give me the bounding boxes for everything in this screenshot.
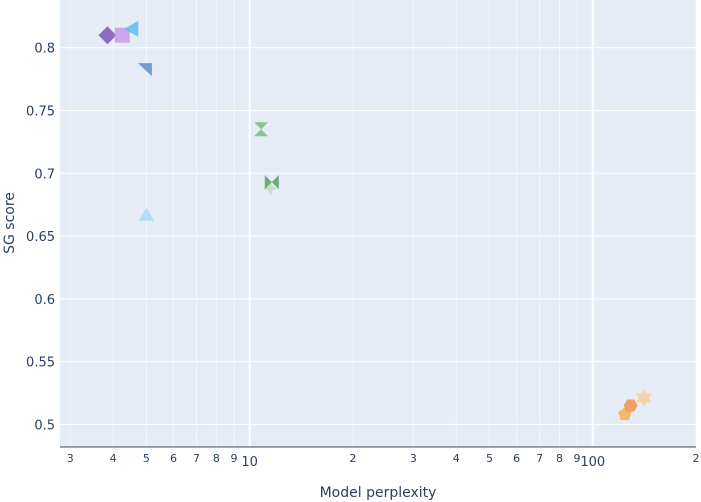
data-point — [264, 175, 279, 190]
x-tick-label: 8 — [213, 452, 220, 465]
x-tick-label: 2 — [349, 452, 356, 465]
x-tick-label: 4 — [453, 452, 460, 465]
x-tick-label: 5 — [143, 452, 150, 465]
y-tick-label: 0.6 — [34, 293, 55, 308]
y-tick-label: 0.8 — [34, 42, 55, 57]
data-point — [254, 122, 269, 137]
point-marker — [254, 122, 269, 137]
x-tick-label: 6 — [170, 452, 177, 465]
x-tick-label: 9 — [574, 452, 581, 465]
y-tick-label: 0.7 — [34, 167, 55, 182]
plot-background — [60, 0, 696, 447]
point-marker — [114, 27, 130, 43]
x-axis-ticks: 3 4 5 6 7 8 9 2 3 4 5 6 7 8 9 210 100 — [67, 452, 700, 470]
y-tick-label: 0.65 — [26, 230, 55, 245]
data-point — [138, 207, 155, 221]
y-tick-label: 0.5 — [34, 418, 55, 433]
point-marker — [264, 175, 279, 190]
point-marker — [98, 26, 117, 45]
x-tick-label: 6 — [513, 452, 520, 465]
grid-lines — [60, 0, 697, 447]
point-marker — [262, 180, 279, 197]
x-tick-label: 100 — [580, 455, 605, 470]
x-tick-label: 4 — [110, 452, 117, 465]
point-marker — [138, 207, 155, 221]
point-marker — [623, 399, 638, 412]
data-points — [98, 20, 652, 421]
data-point — [124, 20, 139, 37]
x-axis-title: Model perplexity — [320, 485, 437, 501]
data-point — [623, 399, 638, 412]
data-point — [137, 63, 152, 77]
point-marker — [636, 389, 652, 407]
y-tick-label: 0.55 — [26, 356, 55, 371]
data-point — [636, 389, 652, 407]
x-tick-label: 9 — [230, 452, 237, 465]
x-tick-label: 3 — [67, 452, 74, 465]
point-marker — [137, 63, 152, 77]
x-tick-label: 8 — [556, 452, 563, 465]
x-tick-label: 3 — [410, 452, 417, 465]
data-point — [98, 26, 117, 45]
point-marker — [124, 20, 139, 37]
data-point — [114, 27, 130, 43]
x-tick-label: 5 — [486, 452, 493, 465]
x-tick-label: 2 — [693, 452, 700, 465]
data-point — [262, 180, 279, 197]
x-tick-label: 7 — [536, 452, 543, 465]
x-tick-label: 10 — [241, 455, 258, 470]
y-axis-title: SG score — [2, 192, 18, 254]
y-tick-label: 0.75 — [26, 104, 55, 119]
x-tick-label: 7 — [193, 452, 200, 465]
y-axis-ticks: 0.5 0.55 0.6 0.65 0.7 0.75 0.8 — [26, 42, 55, 434]
